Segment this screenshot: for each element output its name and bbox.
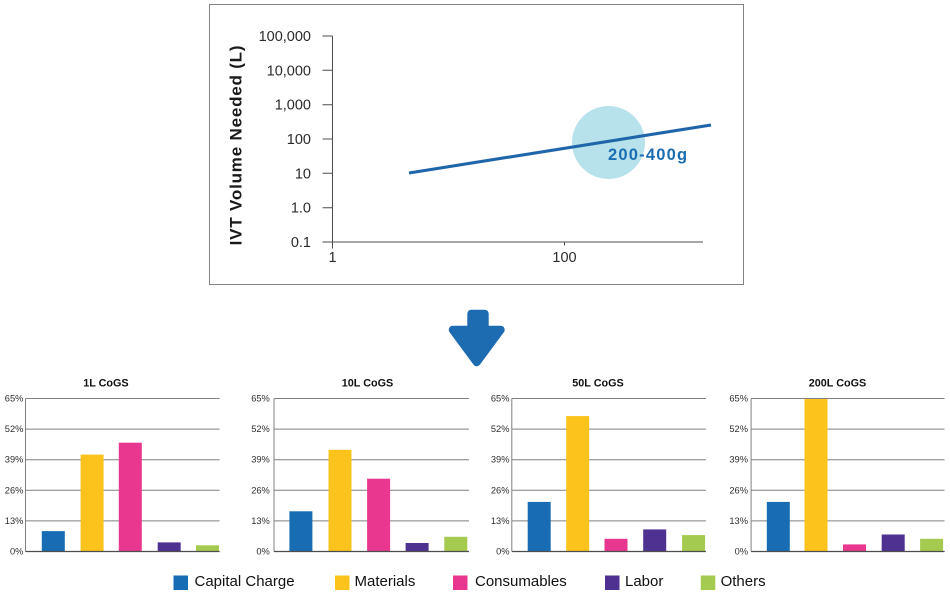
svg-text:1.0: 1.0 [291, 201, 311, 217]
svg-text:10L CoGS: 10L CoGS [342, 378, 393, 390]
svg-text:1,000: 1,000 [275, 98, 311, 114]
svg-text:52%: 52% [491, 424, 510, 434]
svg-text:0.1: 0.1 [291, 235, 311, 251]
svg-text:52%: 52% [729, 424, 748, 434]
svg-text:26%: 26% [251, 485, 270, 495]
svg-text:50L CoGS: 50L CoGS [572, 378, 623, 390]
svg-text:39%: 39% [491, 455, 510, 465]
svg-text:100,000: 100,000 [259, 29, 311, 45]
svg-text:10: 10 [295, 166, 311, 182]
svg-text:26%: 26% [729, 485, 748, 495]
svg-text:26%: 26% [5, 485, 24, 495]
svg-text:13%: 13% [5, 516, 24, 526]
svg-text:100: 100 [287, 132, 311, 148]
svg-text:Others: Others [721, 573, 766, 590]
svg-text:IVT Volume Needed (L): IVT Volume Needed (L) [226, 45, 245, 246]
svg-text:65%: 65% [251, 394, 270, 404]
svg-text:39%: 39% [729, 455, 748, 465]
svg-text:0%: 0% [256, 547, 269, 557]
svg-text:10,000: 10,000 [267, 63, 311, 79]
svg-text:Capital Charge: Capital Charge [195, 573, 295, 590]
svg-text:39%: 39% [251, 455, 270, 465]
svg-text:13%: 13% [251, 516, 270, 526]
svg-text:52%: 52% [251, 424, 270, 434]
svg-text:26%: 26% [491, 485, 510, 495]
svg-text:1: 1 [328, 250, 336, 266]
svg-text:39%: 39% [5, 455, 24, 465]
svg-text:0%: 0% [10, 547, 23, 557]
svg-text:13%: 13% [729, 516, 748, 526]
svg-text:100: 100 [552, 250, 576, 266]
svg-text:0%: 0% [735, 547, 748, 557]
svg-text:13%: 13% [491, 516, 510, 526]
svg-text:65%: 65% [5, 394, 24, 404]
svg-text:65%: 65% [729, 394, 748, 404]
svg-text:52%: 52% [5, 424, 24, 434]
svg-text:200-400g: 200-400g [608, 146, 688, 164]
svg-text:200L CoGS: 200L CoGS [809, 378, 866, 390]
svg-text:1L CoGS: 1L CoGS [83, 378, 128, 390]
svg-text:Consumables: Consumables [475, 573, 567, 590]
svg-text:0%: 0% [496, 547, 509, 557]
svg-text:65%: 65% [491, 394, 510, 404]
svg-text:Materials: Materials [355, 573, 416, 590]
svg-text:Labor: Labor [625, 573, 663, 590]
